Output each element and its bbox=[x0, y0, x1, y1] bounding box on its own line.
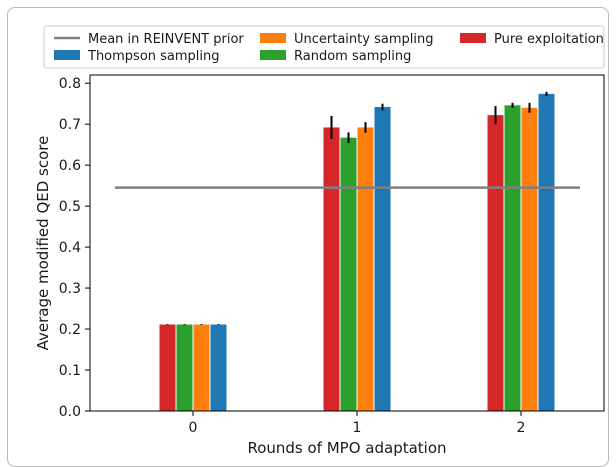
bar-random-sampling-round-1 bbox=[340, 137, 357, 411]
x-ticks: 0 1 2 bbox=[189, 411, 526, 436]
y-tick-label: 0.4 bbox=[59, 240, 81, 256]
bar-uncertainty-sampling-round-0 bbox=[193, 324, 210, 411]
bars-layer bbox=[159, 93, 555, 412]
bar-pure-exploitation-round-2 bbox=[487, 115, 504, 411]
y-tick-label: 0.3 bbox=[59, 281, 81, 297]
bar-pure-exploitation-round-1 bbox=[323, 127, 340, 411]
legend-label: Random sampling bbox=[294, 49, 411, 64]
y-tick-label: 0.2 bbox=[59, 322, 81, 338]
plot-frame bbox=[89, 74, 605, 412]
x-tick-label: 1 bbox=[353, 420, 362, 436]
bar-uncertainty-sampling-round-2 bbox=[521, 107, 538, 411]
y-tick-label: 0.0 bbox=[59, 404, 81, 420]
axes-layer bbox=[89, 74, 605, 412]
legend-swatch bbox=[54, 50, 80, 60]
bar-thompson-sampling-round-0 bbox=[210, 324, 227, 411]
y-tick-label: 0.7 bbox=[59, 117, 81, 133]
y-axis-label: Average modified QED score bbox=[34, 136, 52, 351]
legend-swatch bbox=[460, 33, 486, 43]
x-tick-label: 0 bbox=[189, 420, 198, 436]
bar-random-sampling-round-2 bbox=[504, 105, 521, 411]
bar-thompson-sampling-round-1 bbox=[374, 106, 391, 412]
legend-label: Mean in REINVENT prior bbox=[88, 32, 244, 47]
error-bars-layer bbox=[166, 91, 548, 325]
legend: Mean in REINVENT prior Thompson sampling U… bbox=[43, 25, 605, 69]
legend-label: Thompson sampling bbox=[87, 49, 220, 64]
bar-uncertainty-sampling-round-1 bbox=[357, 127, 374, 411]
y-tick-label: 0.5 bbox=[59, 199, 81, 215]
legend-label: Uncertainty sampling bbox=[294, 32, 433, 47]
y-tick-label: 0.6 bbox=[59, 158, 81, 174]
y-tick-label: 0.8 bbox=[59, 76, 81, 92]
y-ticks: 0.0 0.1 0.2 0.3 0.4 0.5 0.6 0.7 0.8 bbox=[59, 76, 90, 420]
legend-swatch bbox=[260, 50, 286, 60]
x-axis-label: Rounds of MPO adaptation bbox=[247, 439, 446, 457]
bar-random-sampling-round-0 bbox=[176, 324, 193, 411]
bar-thompson-sampling-round-2 bbox=[538, 93, 555, 411]
legend-swatch bbox=[260, 33, 286, 43]
bar-pure-exploitation-round-0 bbox=[159, 324, 176, 411]
x-tick-label: 2 bbox=[517, 420, 526, 436]
legend-label: Pure exploitation bbox=[494, 32, 604, 47]
y-tick-label: 0.1 bbox=[59, 363, 81, 379]
